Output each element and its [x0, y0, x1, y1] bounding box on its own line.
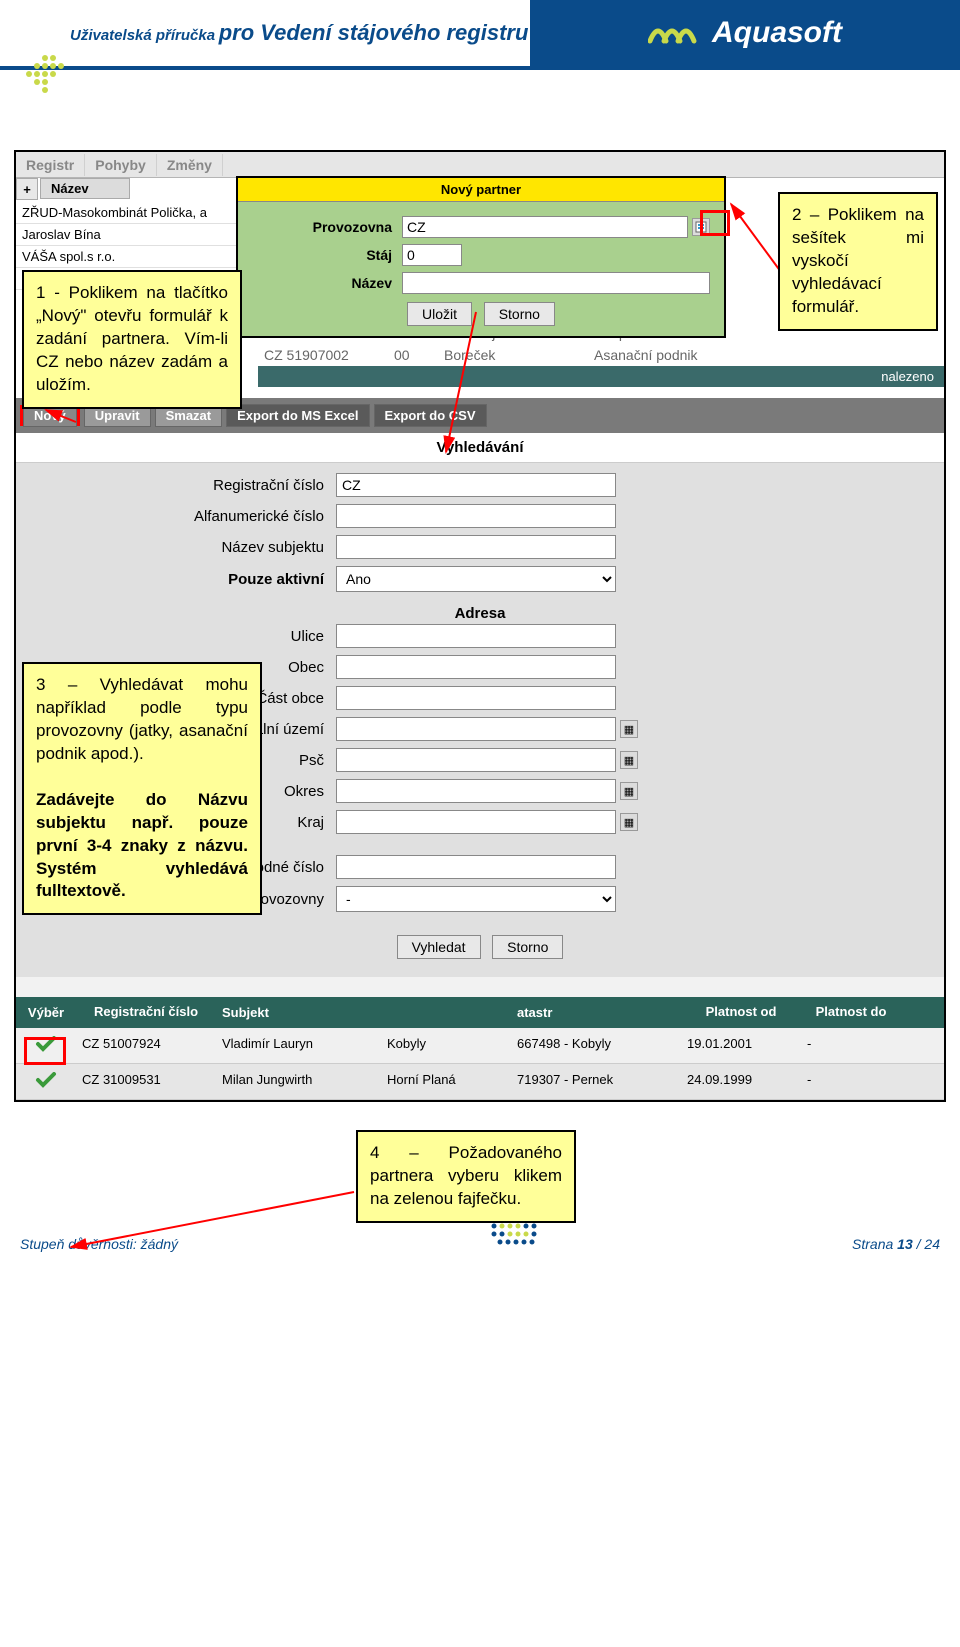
search-button[interactable]: Vyhledat: [397, 935, 481, 959]
staj-label: Stáj: [252, 247, 402, 263]
reg-label: Registrační číslo: [36, 477, 336, 494]
results-table: Výběr Registrační číslo Subjekt atastr P…: [16, 997, 944, 1100]
ulice-label: Ulice: [36, 628, 336, 645]
list-item[interactable]: VÁŠA spol.s r.o.: [16, 246, 256, 268]
top-tabs: Registr Pohyby Změny: [16, 152, 944, 178]
nazev-subj-label: Název subjektu: [36, 539, 336, 556]
aktivni-label: Pouze aktivní: [36, 571, 336, 588]
col-obec: [381, 997, 511, 1028]
reg-input[interactable]: [336, 473, 616, 497]
app-screenshot: Registr Pohyby Změny + Název ZŘUD-Masoko…: [14, 150, 946, 1102]
new-partner-modal: Nový partner Provozovna Stáj Náze: [236, 176, 726, 338]
callout-step4: 4 – Požadovaného partnera vyberu klikem …: [356, 1130, 576, 1223]
header-big-title: pro Vedení stájového registru: [219, 20, 529, 45]
alfa-label: Alfanumerické číslo: [36, 508, 336, 525]
obec-input[interactable]: [336, 655, 616, 679]
ico-input[interactable]: [336, 855, 616, 879]
cast-input[interactable]: [336, 686, 616, 710]
search-heading: Vyhledávání: [16, 433, 944, 463]
grid-column-nazev: Název: [40, 178, 130, 199]
provozovna-label: Provozovna: [252, 219, 402, 235]
callout-step2: 2 – Poklikem na sešítek mi vyskočí vyhle…: [778, 192, 938, 331]
col-platnost-do: Platnost do: [801, 997, 901, 1028]
export-csv-button[interactable]: Export do CSV: [374, 404, 487, 427]
col-platnost-od: Platnost od: [681, 997, 801, 1028]
tab-pohyby[interactable]: Pohyby: [85, 154, 157, 176]
nazev-label: Název: [252, 275, 402, 291]
col-katastr: atastr: [511, 997, 681, 1028]
list-item[interactable]: ZŘUD-Masokombinát Polička, a: [16, 202, 256, 224]
check-icon[interactable]: [35, 1072, 57, 1088]
modal-title: Nový partner: [238, 178, 724, 202]
footer-confidentiality: Stupeň důvěrnosti: žádný: [20, 1236, 178, 1252]
save-button[interactable]: Uložit: [407, 302, 472, 326]
okres-input[interactable]: [336, 779, 616, 803]
tab-zmeny[interactable]: Změny: [157, 154, 223, 176]
results-row[interactable]: CZ 31009531 Milan Jungwirth Horní Planá …: [16, 1064, 944, 1100]
cancel-button[interactable]: Storno: [484, 302, 555, 326]
results-row[interactable]: CZ 51007924 Vladimír Lauryn Kobyly 66749…: [16, 1028, 944, 1064]
aktivni-select[interactable]: Ano: [336, 566, 616, 592]
tab-registr[interactable]: Registr: [16, 154, 85, 176]
lookup-icon[interactable]: ▦: [620, 720, 638, 738]
found-label: nalezeno: [258, 366, 944, 387]
highlight-box-lookup: [700, 210, 730, 236]
list-item[interactable]: Jaroslav Bína: [16, 224, 256, 246]
ulice-input[interactable]: [336, 624, 616, 648]
table-row: CZ 51907002 00 Boreček Asanační podnik: [258, 344, 944, 366]
katastr-input[interactable]: [336, 717, 616, 741]
header-small-title: Uživatelská příručka: [70, 27, 215, 44]
adresa-heading: Adresa: [36, 599, 924, 624]
callout-step1: 1 - Poklikem na tlačítko „Nový" otevřu f…: [22, 270, 242, 409]
grid-expand-icon[interactable]: +: [16, 178, 38, 200]
doc-header: Uživatelská příručka pro Vedení stájovéh…: [0, 0, 960, 70]
highlight-box-check: [24, 1037, 66, 1065]
nazev-subj-input[interactable]: [336, 535, 616, 559]
provozovna-input[interactable]: [402, 216, 688, 238]
brand-wave-icon: [648, 15, 702, 51]
export-excel-button[interactable]: Export do MS Excel: [226, 404, 369, 427]
brand-name: Aquasoft: [712, 16, 842, 50]
kraj-input[interactable]: [336, 810, 616, 834]
lookup-icon[interactable]: ▦: [620, 813, 638, 831]
lookup-icon[interactable]: ▦: [620, 782, 638, 800]
lookup-icon[interactable]: ▦: [620, 751, 638, 769]
footer-page: Strana 13 / 24: [852, 1236, 940, 1252]
psc-input[interactable]: [336, 748, 616, 772]
col-vyber: Výběr: [16, 997, 76, 1028]
brand-block: Aquasoft: [530, 0, 960, 68]
header-dot-logo: [20, 52, 70, 102]
col-reg: Registrační číslo: [76, 997, 216, 1028]
col-subjekt: Subjekt: [216, 997, 381, 1028]
staj-input[interactable]: [402, 244, 462, 266]
callout-step3: 3 – Vyhledávat mohu například podle typu…: [22, 662, 262, 915]
typ-select[interactable]: -: [336, 886, 616, 912]
search-cancel-button[interactable]: Storno: [492, 935, 563, 959]
alfa-input[interactable]: [336, 504, 616, 528]
nazev-input[interactable]: [402, 272, 710, 294]
